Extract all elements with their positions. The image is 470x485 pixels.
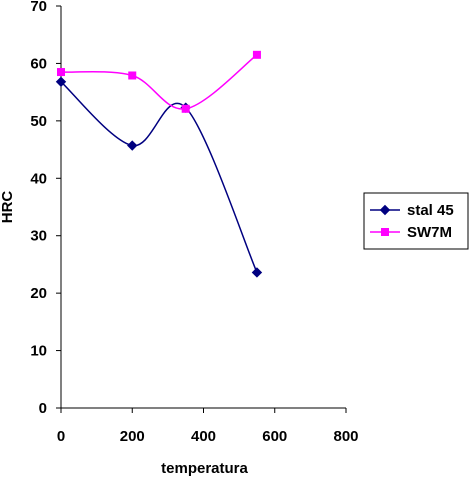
data-point-sw7m (57, 68, 65, 77)
y-tick-label: 0 (39, 400, 47, 417)
y-tick-label: 50 (30, 113, 47, 130)
legend: stal 45 SW7M (363, 192, 469, 250)
legend-label-stal-45: stal 45 (407, 202, 454, 219)
legend-marker-sw7m (381, 228, 389, 236)
x-tick-label: 400 (191, 428, 216, 445)
x-tick-label: 200 (120, 428, 145, 445)
data-point-stal-45 (55, 76, 67, 88)
series-line-sw7m (60, 54, 258, 110)
legend-label-sw7m: SW7M (407, 224, 452, 241)
series-sw7m (57, 50, 261, 113)
data-point-sw7m (128, 71, 137, 80)
legend-box (363, 192, 469, 250)
y-tick-label: 10 (30, 343, 47, 360)
x-tick-label: 0 (57, 428, 65, 445)
y-tick-label: 20 (30, 285, 47, 302)
y-tick-label: 60 (30, 55, 47, 72)
y-tick-label: 40 (30, 170, 47, 187)
data-point-sw7m (252, 50, 261, 59)
y-axis-title: HRC (0, 191, 16, 224)
data-point-sw7m (181, 104, 190, 113)
y-tick-label: 30 (30, 228, 47, 245)
axes: 0 10 20 30 40 50 60 70 0 200 400 600 800 (30, 0, 358, 445)
data-point-stal-45 (127, 140, 138, 151)
series-layer (55, 50, 263, 278)
x-tick-label: 800 (333, 428, 358, 445)
y-tick-label: 70 (30, 0, 47, 15)
x-tick-label: 600 (262, 428, 287, 445)
series-line-stal-45 (60, 81, 258, 273)
legend-marker-stal-45 (379, 204, 391, 216)
data-point-stal-45 (251, 267, 263, 278)
series-stal-45 (55, 76, 263, 278)
x-axis-title: temperatura (161, 460, 248, 477)
